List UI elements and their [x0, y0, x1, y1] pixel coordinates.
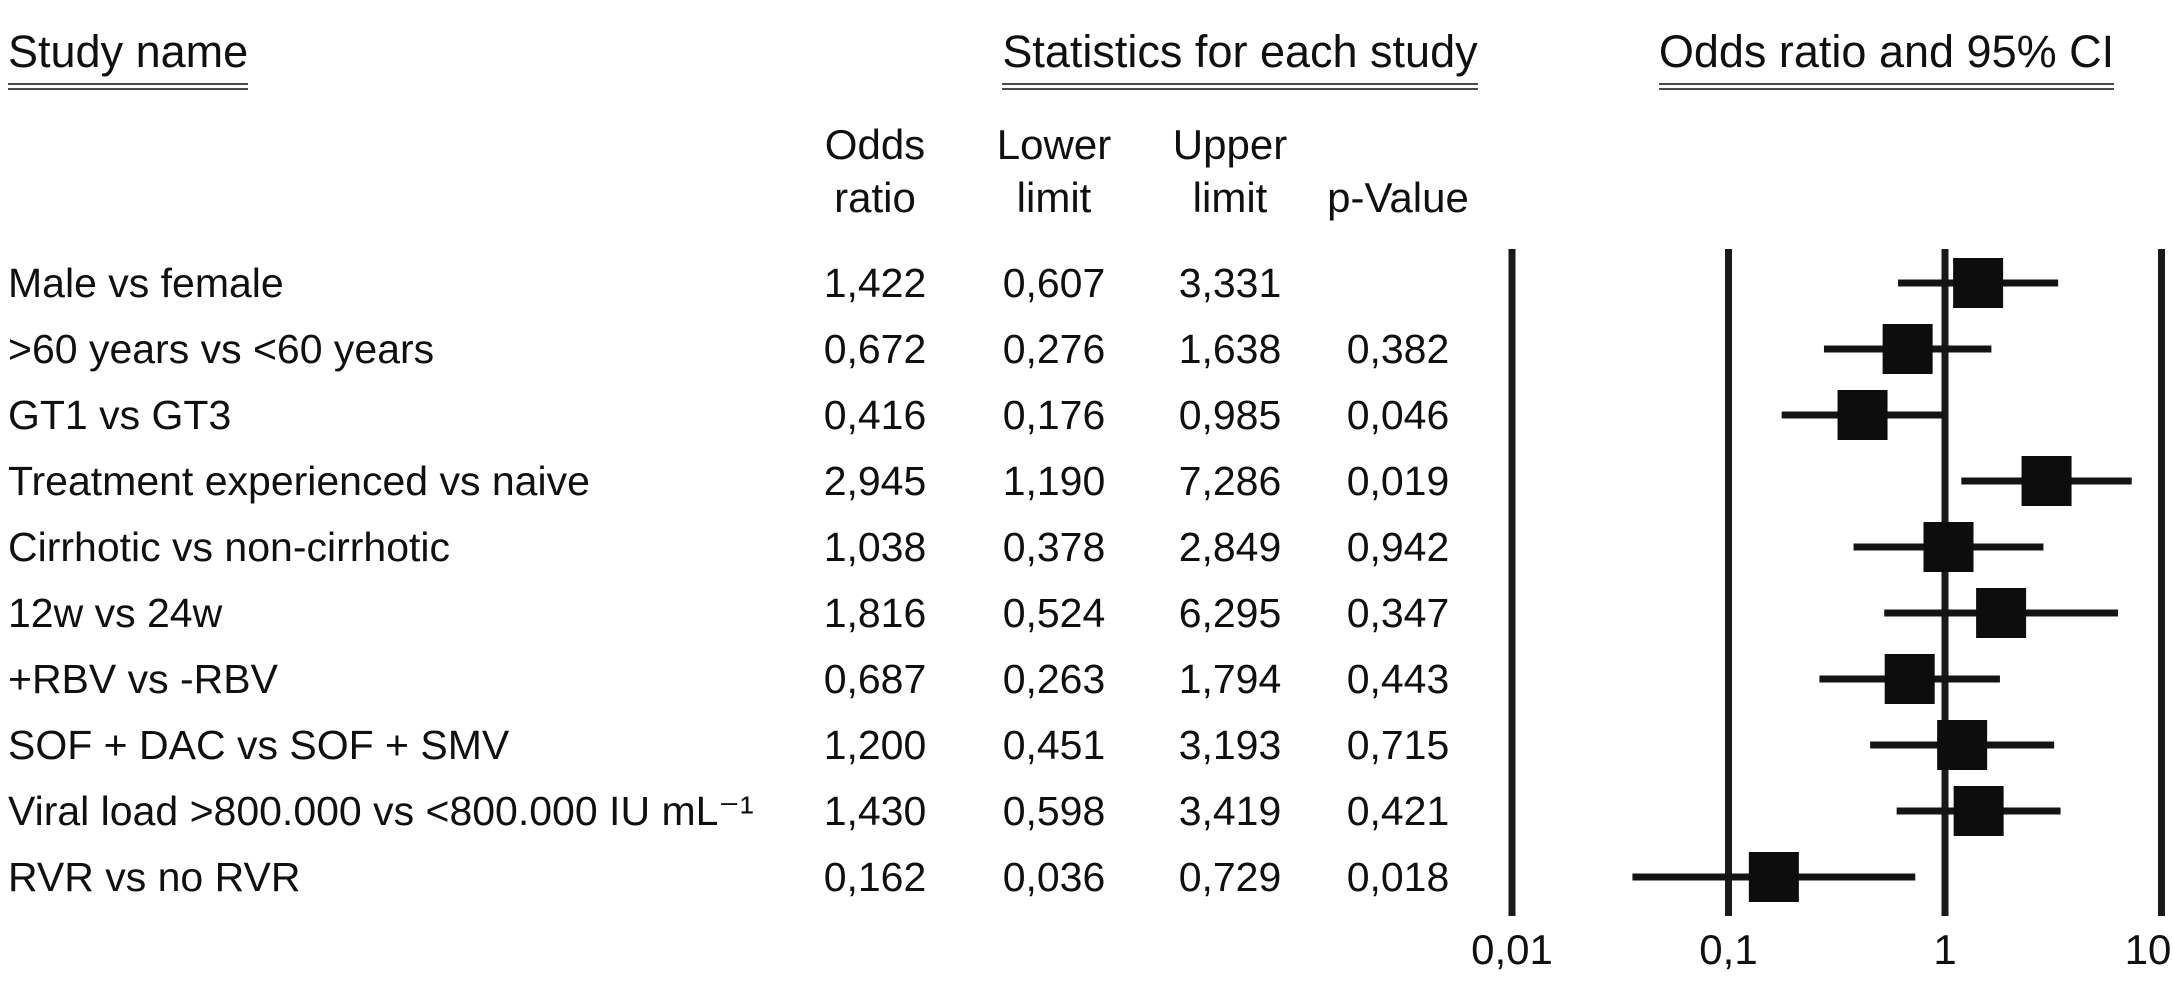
column-header-upper-limit-line1: Upper: [1172, 121, 1288, 168]
lower-limit-value: 0,378: [1002, 524, 1106, 570]
p-value: 0,715: [1346, 722, 1450, 768]
row-label: Cirrhotic vs non-cirrhotic: [8, 524, 450, 570]
row-label: SOF + DAC vs SOF + SMV: [8, 722, 510, 768]
column-header-odds-ratio-line1: Odds: [824, 121, 926, 168]
lower-limit-value: 0,451: [1002, 722, 1106, 768]
row-label: +RBV vs -RBV: [8, 656, 278, 702]
row-label: 12w vs 24w: [8, 590, 223, 636]
odds-ratio-value: 0,672: [823, 326, 927, 372]
p-value: 0,019: [1346, 458, 1450, 504]
upper-limit-value: 1,794: [1178, 656, 1282, 702]
axis-tick-label: 0,1: [1699, 926, 1757, 973]
row-label: GT1 vs GT3: [8, 392, 232, 438]
odds-ratio-value: 0,162: [823, 854, 927, 900]
column-header-lower-limit-line1: Lower: [996, 121, 1112, 168]
lower-limit-value: 0,524: [1002, 590, 1106, 636]
upper-limit-value: 3,419: [1178, 788, 1282, 834]
upper-limit-value: 0,729: [1178, 854, 1282, 900]
column-header-odds-ratio: Odds ratio: [790, 118, 960, 224]
odds-ratio-marker: [1837, 390, 1888, 440]
axis-tick-label: 0,01: [1471, 926, 1553, 973]
upper-limit-value: 3,193: [1178, 722, 1282, 768]
odds-ratio-value: 0,687: [823, 656, 927, 702]
column-header-odds-ratio-line2: ratio: [834, 174, 916, 221]
row-label: Treatment experienced vs naive: [8, 458, 590, 504]
odds-ratio-marker: [1953, 258, 2004, 308]
lower-limit-value: 0,607: [1002, 260, 1106, 306]
column-header-p-value-line1: p-Value: [1327, 174, 1469, 221]
odds-ratio-ci-header-label: Odds ratio and 95% CI: [1658, 26, 2115, 90]
lower-limit-value: 0,276: [1002, 326, 1106, 372]
statistics-header: Statistics for each study: [940, 26, 1540, 90]
p-value: 0,942: [1346, 524, 1450, 570]
upper-limit-value: 0,985: [1178, 392, 1282, 438]
odds-ratio-marker: [1976, 588, 2027, 638]
odds-ratio-value: 1,430: [823, 788, 927, 834]
odds-ratio-value: 1,422: [823, 260, 927, 306]
row-label: Male vs female: [8, 260, 284, 306]
odds-ratio-value: 0,416: [823, 392, 927, 438]
study-name-header: Study name: [8, 26, 249, 90]
p-value: 0,347: [1346, 590, 1450, 636]
column-header-upper-limit: Upper limit: [1145, 118, 1315, 224]
row-label: RVR vs no RVR: [8, 854, 301, 900]
p-value: 0,421: [1346, 788, 1450, 834]
p-value: 0,018: [1346, 854, 1450, 900]
upper-limit-value: 6,295: [1178, 590, 1282, 636]
lower-limit-value: 1,190: [1002, 458, 1106, 504]
column-header-p-value: p-Value: [1313, 171, 1483, 224]
column-header-lower-limit: Lower limit: [969, 118, 1139, 224]
lower-limit-value: 0,263: [1002, 656, 1106, 702]
axis-tick-label: 10: [2125, 926, 2172, 973]
odds-ratio-marker: [1882, 324, 1933, 374]
odds-ratio-value: 2,945: [823, 458, 927, 504]
odds-ratio-value: 1,038: [823, 524, 927, 570]
odds-ratio-marker: [1923, 522, 1974, 572]
odds-ratio-ci-header: Odds ratio and 95% CI: [1600, 26, 2173, 90]
odds-ratio-marker: [1953, 786, 2004, 836]
p-value: 0,046: [1346, 392, 1450, 438]
p-value: 0,382: [1346, 326, 1450, 372]
upper-limit-value: 1,638: [1178, 326, 1282, 372]
axis-tick-label: 1: [1933, 926, 1956, 973]
upper-limit-value: 2,849: [1178, 524, 1282, 570]
odds-ratio-marker: [2021, 456, 2072, 506]
study-name-header-label: Study name: [8, 26, 249, 90]
odds-ratio-value: 1,200: [823, 722, 927, 768]
lower-limit-value: 0,598: [1002, 788, 1106, 834]
odds-ratio-value: 1,816: [823, 590, 927, 636]
column-header-lower-limit-line2: limit: [1016, 174, 1092, 221]
statistics-header-label: Statistics for each study: [1002, 26, 1478, 90]
row-label: >60 years vs <60 years: [8, 326, 435, 372]
upper-limit-value: 7,286: [1178, 458, 1282, 504]
odds-ratio-marker: [1884, 654, 1935, 704]
p-value: 0,443: [1346, 656, 1450, 702]
lower-limit-value: 0,176: [1002, 392, 1106, 438]
lower-limit-value: 0,036: [1002, 854, 1106, 900]
upper-limit-value: 3,331: [1178, 260, 1282, 306]
row-label: Viral load >800.000 vs <800.000 IU mL⁻¹: [8, 788, 754, 834]
odds-ratio-marker: [1937, 720, 1988, 770]
column-header-upper-limit-line2: limit: [1192, 174, 1268, 221]
odds-ratio-marker: [1748, 852, 1799, 902]
